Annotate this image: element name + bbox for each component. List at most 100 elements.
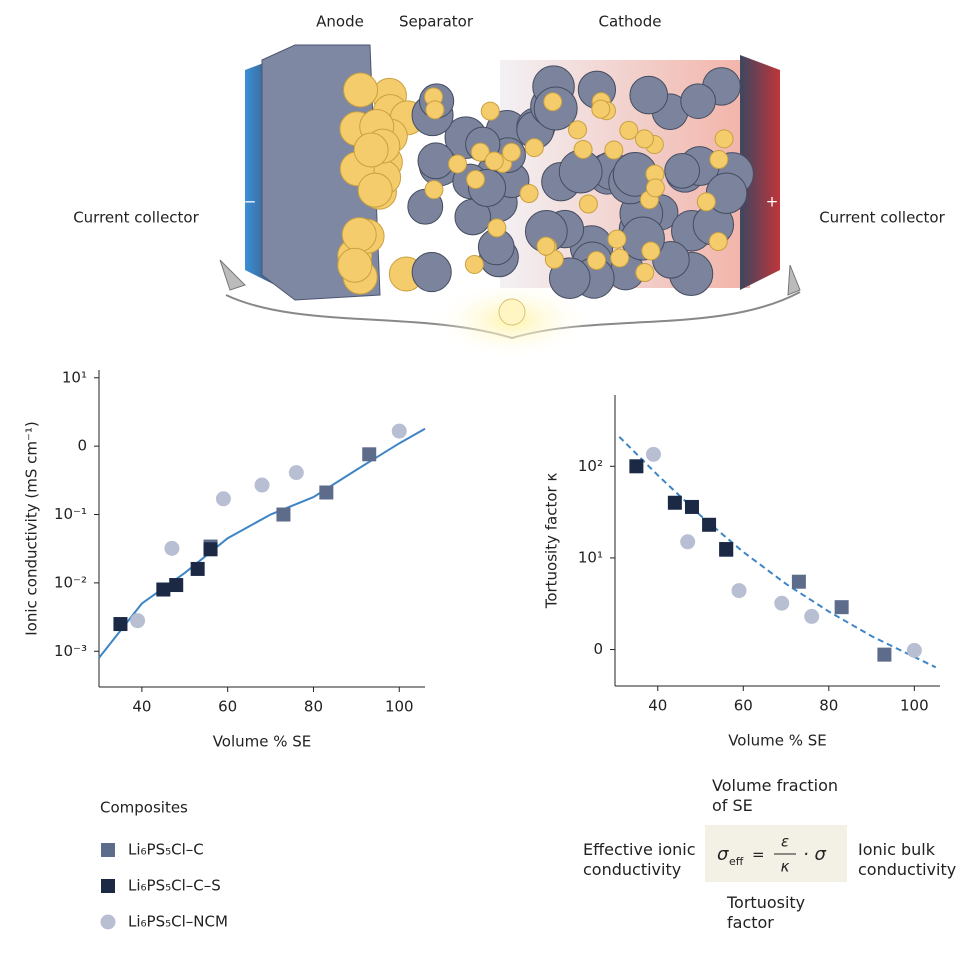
eq-bottom-note: Tortuosity factor xyxy=(727,893,806,932)
x-tick-label: 80 xyxy=(819,697,838,715)
electrolyte-particle xyxy=(587,251,607,271)
point xyxy=(391,423,407,439)
fit-line xyxy=(98,427,426,659)
electrolyte-particle xyxy=(714,129,734,149)
electrolyte-particle xyxy=(524,138,544,158)
x-tick-label: 80 xyxy=(304,698,323,716)
legend-marker xyxy=(101,879,115,893)
electrolyte-particle xyxy=(645,178,665,198)
electrolyte-particle xyxy=(543,92,563,112)
electrolyte-particle xyxy=(696,192,716,212)
electrolyte-particle xyxy=(610,248,630,268)
point xyxy=(215,491,231,507)
separator-particle xyxy=(341,217,377,253)
legend-label: Li₆PS₅Cl–C xyxy=(128,841,204,859)
right-collector xyxy=(740,55,780,290)
electrolyte-particle xyxy=(425,100,445,120)
eq-right-note: Ionic bulk conductivity xyxy=(858,840,957,879)
point xyxy=(629,459,644,474)
y-axis-title: Tortuosity factor κ xyxy=(543,473,561,610)
electrolyte-particle xyxy=(634,129,654,149)
eq-denominator: κ xyxy=(781,858,790,876)
x-axis-title: Volume % SE xyxy=(728,732,827,750)
point xyxy=(877,647,892,662)
point xyxy=(164,540,180,556)
point xyxy=(288,465,304,481)
point xyxy=(190,561,205,576)
electrolyte-particle xyxy=(568,120,588,140)
electrolyte-particle xyxy=(487,218,507,238)
minus-sign: − xyxy=(244,193,257,211)
point xyxy=(719,542,734,557)
electrolyte-particle xyxy=(470,142,490,162)
y-tick-label: 0 xyxy=(593,640,603,658)
eq-sigma: σ xyxy=(717,844,729,865)
label-collector: Current collector xyxy=(819,209,945,227)
separator-particle xyxy=(337,247,373,283)
legend-marker xyxy=(100,914,116,930)
label-anode: Anode xyxy=(316,13,364,31)
electrolyte-particle xyxy=(501,142,521,162)
x-tick-label: 40 xyxy=(648,697,667,715)
point xyxy=(804,608,820,624)
label-cathode: Cathode xyxy=(599,13,662,31)
point xyxy=(156,582,171,597)
point xyxy=(774,595,790,611)
point xyxy=(680,534,696,550)
label-collector: Current collector xyxy=(73,209,199,227)
cathode-particle xyxy=(417,142,455,180)
eq-tail: · σ xyxy=(803,844,826,865)
point xyxy=(791,574,806,589)
point xyxy=(203,542,218,557)
bulb xyxy=(498,298,526,326)
x-tick-label: 100 xyxy=(385,698,414,716)
y-tick-label: 10⁻¹ xyxy=(54,505,87,523)
x-tick-label: 60 xyxy=(734,697,753,715)
electrolyte-particle xyxy=(536,236,556,256)
cathode-particle xyxy=(629,75,669,115)
cathode-particle xyxy=(411,252,452,293)
electrolyte-particle xyxy=(464,254,484,274)
plus-sign: + xyxy=(766,193,779,211)
point xyxy=(276,507,291,522)
separator-particle xyxy=(357,172,393,208)
point xyxy=(113,617,128,632)
point xyxy=(645,446,661,462)
point xyxy=(319,485,334,500)
electrolyte-particle xyxy=(484,151,504,171)
eq-numerator: ε xyxy=(781,833,789,851)
y-tick-label: 0 xyxy=(77,437,87,455)
separator-particle xyxy=(343,72,379,108)
eq-left-note: Effective ionic conductivity xyxy=(583,840,696,879)
eq-equals: = xyxy=(752,846,765,864)
charts: 40 60 80 100 10⁻³ 10⁻² 10⁻¹ 0 10¹ Volume % SE Ioni… xyxy=(23,368,940,931)
electrolyte-particle xyxy=(578,194,598,214)
electrolyte-particle xyxy=(424,180,444,200)
point xyxy=(667,495,682,510)
y-axis-title: Ionic conductivity (mS cm⁻¹) xyxy=(23,421,41,636)
battery-illustration: Anode Separator Cathode Current collecto… xyxy=(73,13,946,360)
point xyxy=(130,613,146,629)
point xyxy=(684,499,699,514)
electrolyte-particle xyxy=(519,184,539,204)
electrolyte-particle xyxy=(635,263,655,283)
cathode-particle xyxy=(548,257,591,299)
label-separator: Separator xyxy=(399,13,474,31)
electrolyte-particle xyxy=(591,99,611,119)
electrolyte-particle xyxy=(604,140,624,160)
fit-line xyxy=(618,436,937,669)
x-tick-label: 100 xyxy=(900,697,929,715)
x-axis-title: Volume % SE xyxy=(213,733,312,751)
point xyxy=(169,578,184,593)
y-tick-label: 10¹ xyxy=(578,548,603,566)
legend-marker xyxy=(101,843,115,857)
y-tick-label: 10⁻³ xyxy=(54,642,87,660)
clips xyxy=(219,259,801,296)
legend-title: Composites xyxy=(100,799,188,817)
cathode-particle xyxy=(680,83,716,120)
electrolyte-particle xyxy=(573,139,593,159)
electrolyte-particle xyxy=(619,120,639,140)
point xyxy=(731,583,747,599)
x-tick-label: 60 xyxy=(218,698,237,716)
